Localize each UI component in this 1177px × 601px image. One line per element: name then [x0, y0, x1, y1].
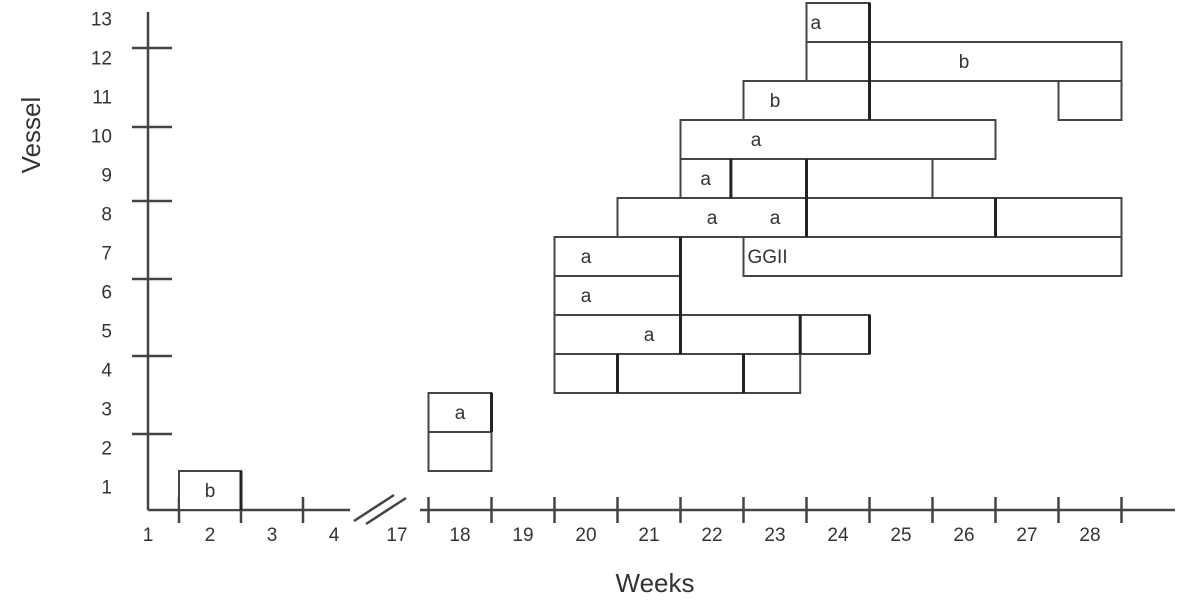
x-tick-label: 27 [1016, 525, 1037, 546]
y-tick-label: 6 [101, 283, 112, 304]
vessel-box [427, 392, 493, 433]
vessel-box [805, 197, 997, 238]
x-tick-label: 28 [1079, 525, 1100, 546]
box-label: a [811, 13, 822, 34]
x-tick-label: 21 [638, 525, 659, 546]
x-tick-label: 20 [575, 525, 596, 546]
x-tick-label: 3 [267, 525, 278, 546]
vessel-box [679, 119, 997, 160]
vessel-box [805, 158, 934, 199]
box-label: a [770, 208, 781, 229]
box-label: b [959, 52, 970, 73]
y-tick-label: 13 [91, 10, 112, 31]
y-tick-label: 12 [91, 49, 112, 70]
vessel-boxes [178, 2, 1123, 511]
box-label: a [700, 169, 711, 190]
box-label: b [770, 91, 781, 112]
vessel-box [178, 470, 242, 511]
box-label: a [581, 286, 592, 307]
vessel-box [742, 236, 1123, 277]
y-tick-label: 1 [101, 478, 112, 499]
vessel-box [805, 41, 871, 82]
y-tick-label: 7 [101, 244, 112, 265]
y-tick-label: 2 [101, 439, 112, 460]
y-tick-label: 10 [91, 127, 112, 148]
y-axis-title: Vessel [16, 97, 46, 174]
vessel-box [994, 197, 1123, 238]
x-tick-label: 2 [205, 525, 216, 546]
vessel-box [679, 158, 732, 199]
y-tick-label: 3 [101, 400, 112, 421]
y-tick-label: 9 [101, 166, 112, 187]
vessel-box [427, 431, 493, 472]
axis-break-mark [365, 496, 407, 526]
x-tick-label: 19 [512, 525, 533, 546]
y-tick-label: 4 [101, 361, 112, 382]
box-label: a [581, 247, 592, 268]
box-label: a [751, 130, 762, 151]
vessel-box [553, 353, 619, 394]
vessel-box [553, 275, 682, 316]
vessel-box [679, 314, 802, 355]
y-tick-label: 8 [101, 205, 112, 226]
x-tick-label: 23 [764, 525, 785, 546]
vessel-box [742, 353, 802, 394]
x-tick-label: 24 [827, 525, 849, 546]
x-tick-label: 17 [386, 525, 407, 546]
box-label: GGII [748, 247, 788, 268]
x-tick-label: 1 [143, 525, 154, 546]
vessel-box [799, 314, 871, 355]
box-label: b [205, 481, 216, 502]
vessel-box [1057, 80, 1123, 121]
x-tick-label: 4 [329, 525, 340, 546]
vessel-box [553, 314, 682, 355]
x-tick-label: 26 [953, 525, 974, 546]
box-label: a [644, 325, 655, 346]
box-label: a [455, 403, 466, 424]
x-tick-label: 25 [890, 525, 911, 546]
vessel-box [729, 158, 808, 199]
y-tick-label: 11 [92, 88, 112, 109]
vessel-box [868, 41, 1123, 82]
box-label: a [707, 208, 718, 229]
axis-break-mark [353, 493, 395, 523]
y-tick-label: 5 [101, 322, 112, 343]
x-tick-label: 18 [449, 525, 470, 546]
vessel-box [553, 236, 682, 277]
vessel-box [616, 353, 745, 394]
x-tick-label: 22 [701, 525, 722, 546]
x-ticks: 1 2 3 4 17 18 19 20 21 22 23 24 25 26 27 28 [143, 497, 1123, 546]
vessel-box [616, 197, 808, 238]
vessel-box [742, 80, 871, 121]
x-axis-title: Weeks [616, 568, 695, 598]
